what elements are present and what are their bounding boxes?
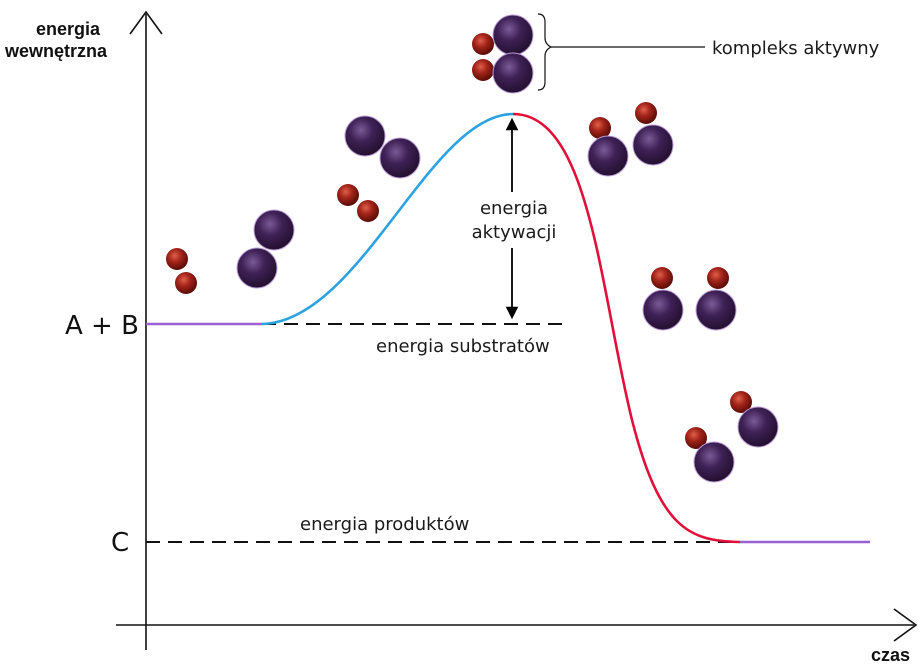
activated-complex-molecules: [472, 14, 534, 94]
activation-energy-label-line1: energia: [480, 198, 548, 219]
large-atom: [492, 52, 534, 94]
rising-curve: [261, 112, 514, 326]
small-atom: [166, 248, 188, 270]
large-atom: [693, 441, 735, 483]
large-atom: [492, 14, 534, 56]
activated-complex-bracket: [537, 13, 705, 91]
large-atom: [587, 135, 629, 177]
molecule-group: [632, 102, 674, 166]
small-atom: [472, 59, 494, 81]
large-atom: [236, 247, 278, 289]
y-axis-label-line2: wewnętrzna: [4, 41, 108, 61]
y-axis-label-line1: energia: [36, 19, 101, 39]
molecule-group: [685, 427, 735, 483]
molecule-group: [642, 267, 684, 331]
small-atom: [651, 267, 673, 289]
molecule-group: [337, 184, 379, 222]
reactants-level-label: A + B: [65, 311, 139, 341]
x-axis-label: czas: [871, 645, 910, 665]
product-energy-label: energia produktów: [300, 514, 469, 535]
small-atom: [175, 272, 197, 294]
small-atom: [357, 200, 379, 222]
large-atom: [253, 209, 295, 251]
activation-label-background: [470, 192, 558, 248]
molecule-group: [587, 117, 629, 177]
small-atom: [707, 267, 729, 289]
molecule-group: [344, 115, 421, 179]
small-atom: [472, 33, 494, 55]
activated-complex-label: kompleks aktywny: [712, 38, 880, 59]
energy-curve: [146, 112, 870, 544]
small-atom: [635, 102, 657, 124]
activation-energy-label-line2: aktywacji: [472, 222, 557, 243]
substrate-energy-label: energia substratów: [376, 336, 550, 357]
falling-curve: [512, 112, 741, 544]
y-axis: [129, 10, 163, 650]
large-atom: [737, 406, 779, 448]
products-level-label: C: [111, 528, 129, 558]
small-atom: [730, 391, 752, 413]
small-atom: [337, 184, 359, 206]
molecule-group: [236, 209, 295, 289]
x-axis: [116, 608, 918, 642]
large-atom: [632, 124, 674, 166]
molecule-group: [166, 248, 197, 294]
large-atom: [642, 289, 684, 331]
large-atom: [695, 289, 737, 331]
small-atom: [685, 427, 707, 449]
small-atom: [589, 117, 611, 139]
molecule-group: [695, 267, 737, 331]
large-atom: [344, 115, 386, 157]
large-atom: [379, 137, 421, 179]
molecule-group: [730, 391, 779, 448]
